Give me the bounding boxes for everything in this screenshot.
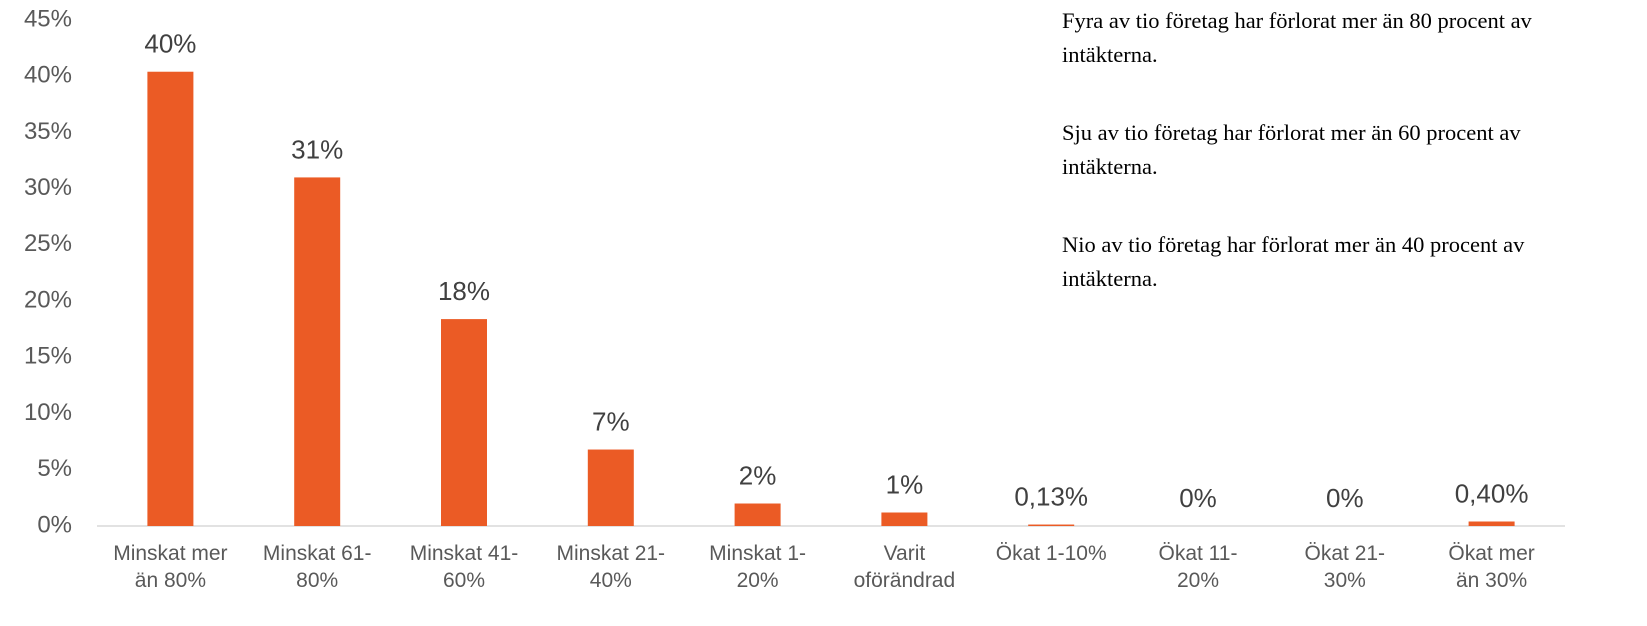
bar bbox=[587, 449, 634, 526]
y-tick-label: 40% bbox=[24, 62, 72, 89]
x-tick-label: Minskat mer än 80% bbox=[113, 542, 228, 592]
bar bbox=[294, 177, 341, 526]
x-tick-label: Ökat mer än 30% bbox=[1448, 542, 1535, 592]
annotation: Fyra av tio företag har förlorat mer än … bbox=[1062, 8, 1532, 67]
y-tick-label: 45% bbox=[24, 5, 72, 32]
x-tick-label: Ökat 11- 20% bbox=[1158, 542, 1238, 592]
x-tick-label: Minskat 41- 60% bbox=[409, 542, 519, 592]
x-tick-label: Varit oförändrad bbox=[853, 542, 956, 592]
value-label: 0% bbox=[1326, 483, 1364, 513]
value-label: 40% bbox=[144, 29, 196, 59]
value-label: 0,40% bbox=[1455, 478, 1529, 508]
y-tick-label: 20% bbox=[24, 286, 72, 313]
annotation: Sju av tio företag har förlorat mer än 6… bbox=[1062, 120, 1521, 179]
x-tick-label: Minskat 21- 40% bbox=[556, 542, 666, 592]
y-tick-label: 25% bbox=[24, 230, 72, 257]
y-tick-label: 5% bbox=[37, 455, 72, 482]
bar bbox=[1028, 524, 1075, 526]
value-label: 18% bbox=[438, 276, 490, 306]
y-tick-label: 0% bbox=[37, 511, 72, 538]
y-tick-label: 15% bbox=[24, 343, 72, 370]
bar bbox=[881, 512, 928, 526]
x-tick-label: Ökat 21- 30% bbox=[1304, 542, 1386, 592]
x-tick-label: Minskat 1- 20% bbox=[709, 542, 807, 592]
bar bbox=[441, 319, 487, 526]
y-tick-label: 10% bbox=[24, 399, 72, 426]
value-label: 7% bbox=[592, 406, 630, 436]
x-tick-label: Minskat 61- 80% bbox=[262, 542, 372, 592]
value-label: 0,13% bbox=[1014, 481, 1088, 511]
value-label: 2% bbox=[739, 460, 777, 490]
value-label: 0% bbox=[1179, 483, 1217, 513]
annotation: Nio av tio företag har förlorat mer än 4… bbox=[1062, 232, 1525, 291]
y-tick-label: 35% bbox=[24, 118, 72, 145]
x-tick-label: Ökat 1-10% bbox=[995, 542, 1107, 565]
value-label: 31% bbox=[291, 134, 343, 164]
y-tick-label: 30% bbox=[24, 174, 72, 201]
value-label: 1% bbox=[886, 469, 924, 499]
bar bbox=[147, 71, 194, 527]
bar bbox=[734, 503, 781, 526]
bar bbox=[1468, 521, 1515, 526]
